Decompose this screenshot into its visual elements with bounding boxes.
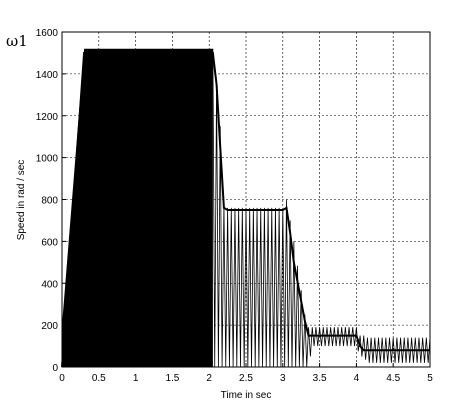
x-tick-labels: 0 0.5 1 1.5 2 2.5 3 3.5 4 4.5 5 (59, 363, 433, 384)
y-axis-label: Speed in rad / sec (16, 160, 27, 241)
x-tick-label: 2 (206, 373, 212, 384)
y-tick-label: 1000 (36, 154, 59, 165)
series-speed-mean (61, 51, 430, 368)
y-tick-label: 1200 (36, 112, 59, 123)
y-tick-label: 1400 (36, 70, 59, 81)
x-tick-label: 4.5 (386, 373, 400, 384)
corner-label: ω1 (6, 32, 28, 50)
x-tick-label: 4 (354, 373, 360, 384)
series-speed (61, 48, 431, 368)
x-tick-label: 3 (280, 373, 286, 384)
x-tick-label: 0 (59, 373, 65, 384)
x-tick-label: 1.5 (165, 373, 179, 384)
series-speed-dense-band (62, 48, 213, 367)
y-tick-labels: 0 200 400 600 800 1000 1200 1400 1600 (36, 28, 66, 374)
x-tick-label: 0.5 (92, 373, 106, 384)
y-tick-label: 400 (41, 279, 58, 290)
x-tick-label: 5 (427, 373, 433, 384)
y-tick-label: 800 (41, 196, 58, 207)
x-tick-label: 3.5 (313, 373, 327, 384)
y-tick-label: 1600 (36, 28, 59, 39)
x-axis-label: Time in sec (221, 390, 272, 401)
y-tick-label: 0 (52, 363, 58, 374)
x-tick-label: 2.5 (239, 373, 253, 384)
y-tick-label: 600 (41, 237, 58, 248)
y-tick-label: 200 (41, 321, 58, 332)
x-tick-label: 1 (133, 373, 139, 384)
series-speed-oscillation (212, 48, 431, 368)
